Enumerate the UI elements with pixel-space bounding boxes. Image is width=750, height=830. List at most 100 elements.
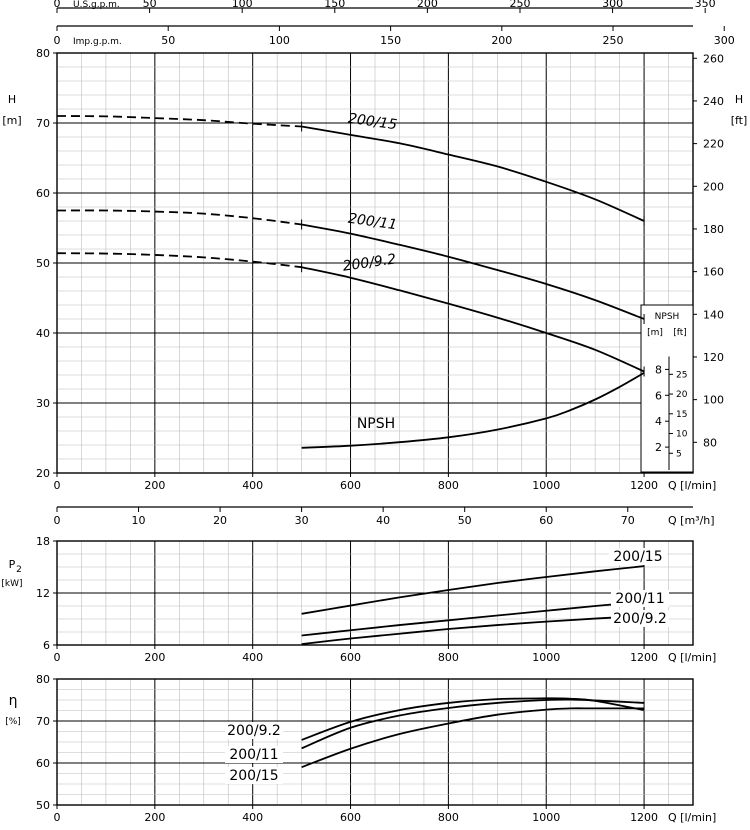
- npsh-ft-tick-label: 15: [676, 410, 687, 420]
- plot-frame: [56, 678, 694, 806]
- npsh-axis-box: [640, 304, 694, 473]
- ft-tick-label: 180: [703, 223, 724, 236]
- efficiency-y-axis-unit: [%]: [5, 717, 21, 727]
- efficiency-curve-label-bg: [225, 722, 283, 739]
- power-curve-label-bg: [609, 548, 667, 565]
- axes-layer: [53, 7, 725, 809]
- efficiency-curve-label: 200/15: [229, 768, 278, 784]
- x-tick-label: 600: [340, 479, 361, 492]
- ft-tick-label: 240: [703, 95, 724, 108]
- y-tick-label: 80: [36, 673, 50, 686]
- curve-npsh: [301, 372, 645, 449]
- x-tick-label: 200: [144, 811, 165, 824]
- x-tick-label: 600: [340, 651, 361, 664]
- imp-gpm-tick-label: 250: [603, 34, 624, 47]
- efficiency-curve-label: 200/9.2: [227, 723, 281, 739]
- imp-gpm-tick-label: 300: [714, 34, 735, 47]
- curve-200-9-2: [301, 266, 645, 373]
- y-tick-label: 6: [43, 639, 50, 652]
- m3h-tick-label: 50: [458, 514, 472, 527]
- power-y-axis-unit: [kW]: [1, 579, 22, 589]
- head-y-axis-unit: [m]: [2, 114, 21, 127]
- y-tick-label: 60: [36, 757, 50, 770]
- y-tick-label: 70: [36, 715, 50, 728]
- x-tick-label: 200: [144, 479, 165, 492]
- efficiency-curve-label-bg: [225, 746, 283, 763]
- us-gpm-tick-label: 300: [602, 0, 623, 10]
- us-gpm-tick-label: 100: [232, 0, 253, 10]
- grid-layer: [56, 52, 694, 806]
- us-gpm-zero-label: 0: [54, 0, 61, 10]
- ft-tick-label: 200: [703, 180, 724, 193]
- x-tick-label: 1200: [630, 479, 658, 492]
- x-tick-label: 1000: [532, 811, 560, 824]
- imp-gpm-tick-label: 50: [161, 34, 175, 47]
- npsh-curve-label: NPSH: [357, 416, 395, 432]
- us-gpm-tick-label: 250: [509, 0, 530, 10]
- x-tick-label: 800: [438, 651, 459, 664]
- m3h-axis-unit: Q [m³/h]: [668, 514, 715, 527]
- imp-gpm-tick-label: 100: [269, 34, 290, 47]
- x-tick-label: 1200: [630, 651, 658, 664]
- x-tick-label: 0: [54, 811, 61, 824]
- ft-tick-label: 120: [703, 351, 724, 364]
- npsh-m-tick-label: 2: [655, 441, 662, 454]
- npsh-axis-title: NPSH: [655, 312, 680, 322]
- npsh-ft-tick-label: 5: [676, 449, 682, 459]
- y-tick-label: 20: [36, 467, 50, 480]
- head-right-axis-label: H: [735, 93, 743, 106]
- npsh-axis-unit-ft: [ft]: [673, 328, 687, 338]
- x-tick-label: 400: [242, 479, 263, 492]
- x-axis-unit: Q [l/min]: [668, 651, 716, 664]
- m3h-tick-label: 20: [213, 514, 227, 527]
- m3h-tick-label: 0: [54, 514, 61, 527]
- x-tick-label: 0: [54, 479, 61, 492]
- y-tick-label: 18: [36, 535, 50, 548]
- y-tick-label: 80: [36, 47, 50, 60]
- curve-200-11: [301, 600, 645, 637]
- ft-tick-label: 160: [703, 266, 724, 279]
- curve-200-9-2-dashed: [56, 252, 302, 269]
- x-tick-label: 1000: [532, 479, 560, 492]
- y-tick-label: 40: [36, 327, 50, 340]
- efficiency-curve-label-bg: [225, 767, 283, 784]
- x-tick-label: 1000: [532, 651, 560, 664]
- m3h-tick-label: 60: [539, 514, 553, 527]
- power-curve-label: 200/9.2: [613, 611, 667, 627]
- power-curve-label: 200/11: [615, 591, 664, 607]
- power-y-axis-label: P: [9, 558, 16, 571]
- power-curve-label-bg: [611, 590, 669, 607]
- npsh-m-tick-label: 8: [655, 363, 662, 376]
- y-tick-label: 70: [36, 117, 50, 130]
- npsh-ft-tick-label: 10: [676, 430, 688, 440]
- x-tick-label: 0: [54, 651, 61, 664]
- m3h-tick-label: 10: [132, 514, 146, 527]
- efficiency-y-axis-label: η: [9, 693, 18, 709]
- y-tick-label: 60: [36, 187, 50, 200]
- x-tick-label: 1200: [630, 811, 658, 824]
- npsh-axis-unit-m: [m]: [647, 328, 663, 338]
- ft-tick-label: 260: [703, 52, 724, 65]
- head-right-axis-unit: [ft]: [731, 114, 748, 127]
- us-gpm-tick-label: 150: [324, 0, 345, 10]
- x-tick-label: 600: [340, 811, 361, 824]
- curve-200-15-dashed: [56, 115, 302, 128]
- m3h-tick-label: 40: [376, 514, 390, 527]
- curve-200-9-2: [301, 615, 645, 646]
- x-tick-label: 400: [242, 811, 263, 824]
- us-gpm-tick-label: 200: [417, 0, 438, 10]
- power-curve-label-bg: [611, 610, 669, 627]
- ft-tick-label: 220: [703, 138, 724, 151]
- npsh-ft-tick-label: 25: [676, 370, 687, 380]
- y-tick-label: 30: [36, 397, 50, 410]
- x-tick-label: 800: [438, 811, 459, 824]
- head-curve-label: 200/9.2: [342, 251, 397, 274]
- x-axis-unit: Q [l/min]: [668, 811, 716, 824]
- imp-gpm-tick-label: 200: [491, 34, 512, 47]
- x-axis-unit: Q [l/min]: [668, 479, 716, 492]
- curve-200-11: [301, 698, 645, 750]
- ft-tick-label: 100: [703, 394, 724, 407]
- imp-gpm-tick-label: 150: [380, 34, 401, 47]
